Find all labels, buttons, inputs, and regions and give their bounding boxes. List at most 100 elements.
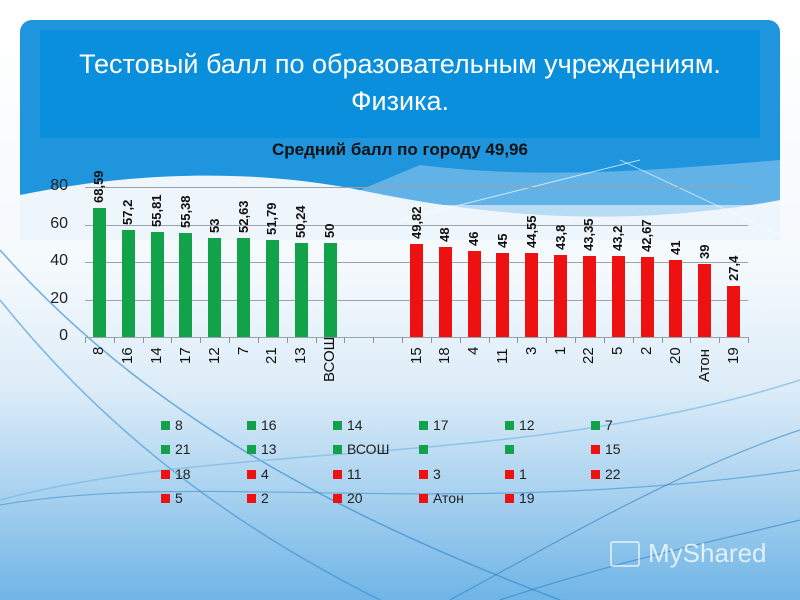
- x-axis-tick: [286, 337, 288, 343]
- bar-value-label: 49,82: [408, 206, 424, 239]
- legend-item: 13: [247, 441, 277, 457]
- legend-label: 14: [347, 417, 363, 433]
- legend-item: 16: [247, 417, 277, 433]
- x-axis-category-label: 3: [522, 346, 540, 355]
- legend-label: 22: [605, 466, 621, 482]
- x-axis-category-label: 15: [407, 347, 425, 364]
- bar-4: [467, 250, 481, 337]
- x-axis-category-label: 17: [176, 347, 194, 364]
- gridline: [85, 187, 748, 188]
- x-axis-tick: [748, 337, 749, 343]
- legend-swatch-icon: [247, 420, 256, 430]
- x-axis-tick: [113, 337, 115, 343]
- bar-value-label: 43,8: [552, 224, 568, 250]
- bar-value-label: 44,55: [523, 215, 539, 249]
- legend-swatch-icon: [333, 493, 342, 503]
- legend-swatch-icon: [419, 469, 428, 479]
- legend-item: 12: [505, 417, 535, 433]
- x-axis-category-label: 13: [292, 347, 310, 364]
- legend-swatch-icon: [161, 420, 170, 430]
- legend-swatch-icon: [591, 444, 600, 454]
- x-axis-tick: [344, 337, 346, 343]
- bar-19: [727, 285, 741, 337]
- bar-chart-plot-area: 0 20 40 60 80 68,59 57,2 55,81 55,38 53 52,63 51,79…: [50, 170, 749, 382]
- legend-item: 21: [161, 441, 191, 457]
- x-axis-category-label: 14: [148, 347, 166, 364]
- x-axis-category-label: 21: [263, 347, 281, 364]
- bar-value-label: 57,2: [120, 199, 136, 225]
- x-axis-tick: [488, 337, 490, 343]
- bar-22: [582, 255, 596, 337]
- x-axis-tick: [632, 337, 634, 343]
- legend-item: 22: [591, 466, 621, 482]
- bar-value-label: 41: [667, 240, 683, 256]
- legend-label: 18: [175, 466, 191, 482]
- x-axis-category-label: 20: [666, 347, 684, 364]
- legend-item: 1: [505, 466, 527, 482]
- x-axis-category-label: Атон: [695, 348, 713, 382]
- x-axis-tick: [229, 337, 231, 343]
- legend-label: 19: [519, 490, 535, 506]
- x-axis-tick: [459, 337, 461, 343]
- legend-item: [505, 441, 519, 457]
- legend-swatch-icon: [505, 444, 514, 454]
- legend-label: 11: [347, 466, 362, 482]
- legend-item: 8: [161, 417, 183, 433]
- legend-swatch-icon: [591, 469, 600, 479]
- legend-item: [419, 441, 433, 457]
- x-axis-category-label: 16: [119, 347, 137, 364]
- bar-value-label: 42,67: [639, 219, 655, 252]
- legend-swatch-icon: [161, 493, 170, 503]
- bar-value-label: 68,59: [91, 170, 107, 204]
- legend-item: 19: [505, 490, 535, 506]
- bar-value-label: 55,38: [177, 195, 193, 229]
- bar-value-label: 45: [494, 233, 510, 248]
- legend-swatch-icon: [247, 444, 256, 454]
- bar-20: [669, 260, 683, 337]
- legend-swatch-icon: [419, 420, 428, 430]
- x-axis-tick: [546, 337, 548, 343]
- x-axis-tick: [517, 337, 519, 343]
- presentation-board-icon: [610, 540, 640, 567]
- legend-label: 21: [175, 441, 191, 457]
- legend-item: 20: [333, 490, 363, 506]
- bar-18: [438, 247, 452, 337]
- x-axis-tick: [719, 337, 721, 343]
- legend-label: 4: [261, 466, 269, 482]
- y-axis-tick-label: 80: [50, 177, 68, 194]
- bar-12: [208, 237, 222, 337]
- gridline: [85, 337, 748, 338]
- legend-swatch-icon: [333, 420, 342, 430]
- bar-value-label: 51,79: [264, 202, 280, 235]
- bar-11: [496, 252, 510, 337]
- bar-1: [554, 254, 568, 337]
- x-axis-category-label: 7: [234, 346, 252, 355]
- bar-13: [294, 242, 308, 337]
- bar-value-label: 48: [437, 227, 453, 242]
- x-axis-tick: [257, 337, 259, 343]
- x-axis-tick: [430, 337, 432, 343]
- legend-swatch-icon: [505, 420, 514, 430]
- legend-item: 7: [591, 417, 613, 433]
- legend-item: 18: [161, 466, 191, 482]
- x-axis-category-label: 8: [90, 346, 108, 355]
- legend-swatch-icon: [505, 469, 514, 479]
- bar-value-label: 43,2: [610, 225, 626, 251]
- x-axis-tick: [690, 337, 692, 343]
- legend-swatch-icon: [591, 420, 600, 430]
- y-axis-tick-label: 0: [59, 327, 68, 344]
- slide-title-line2: Физика.: [351, 86, 449, 116]
- legend-item: 11: [333, 466, 362, 482]
- legend-item: 5: [161, 490, 183, 506]
- bar-value-label: 27,4: [725, 255, 741, 281]
- bar-value-label: 50,24: [293, 205, 309, 238]
- gridline: [85, 224, 748, 226]
- panel-wave-decoration: [20, 159, 780, 240]
- legend-swatch-icon: [247, 493, 256, 503]
- x-axis-tick: [603, 337, 605, 343]
- x-axis-category-label: 4: [465, 346, 483, 355]
- x-axis-tick: [315, 337, 317, 343]
- x-axis-tick: [85, 337, 86, 343]
- legend-label: 5: [175, 490, 183, 506]
- bar-16: [121, 229, 135, 337]
